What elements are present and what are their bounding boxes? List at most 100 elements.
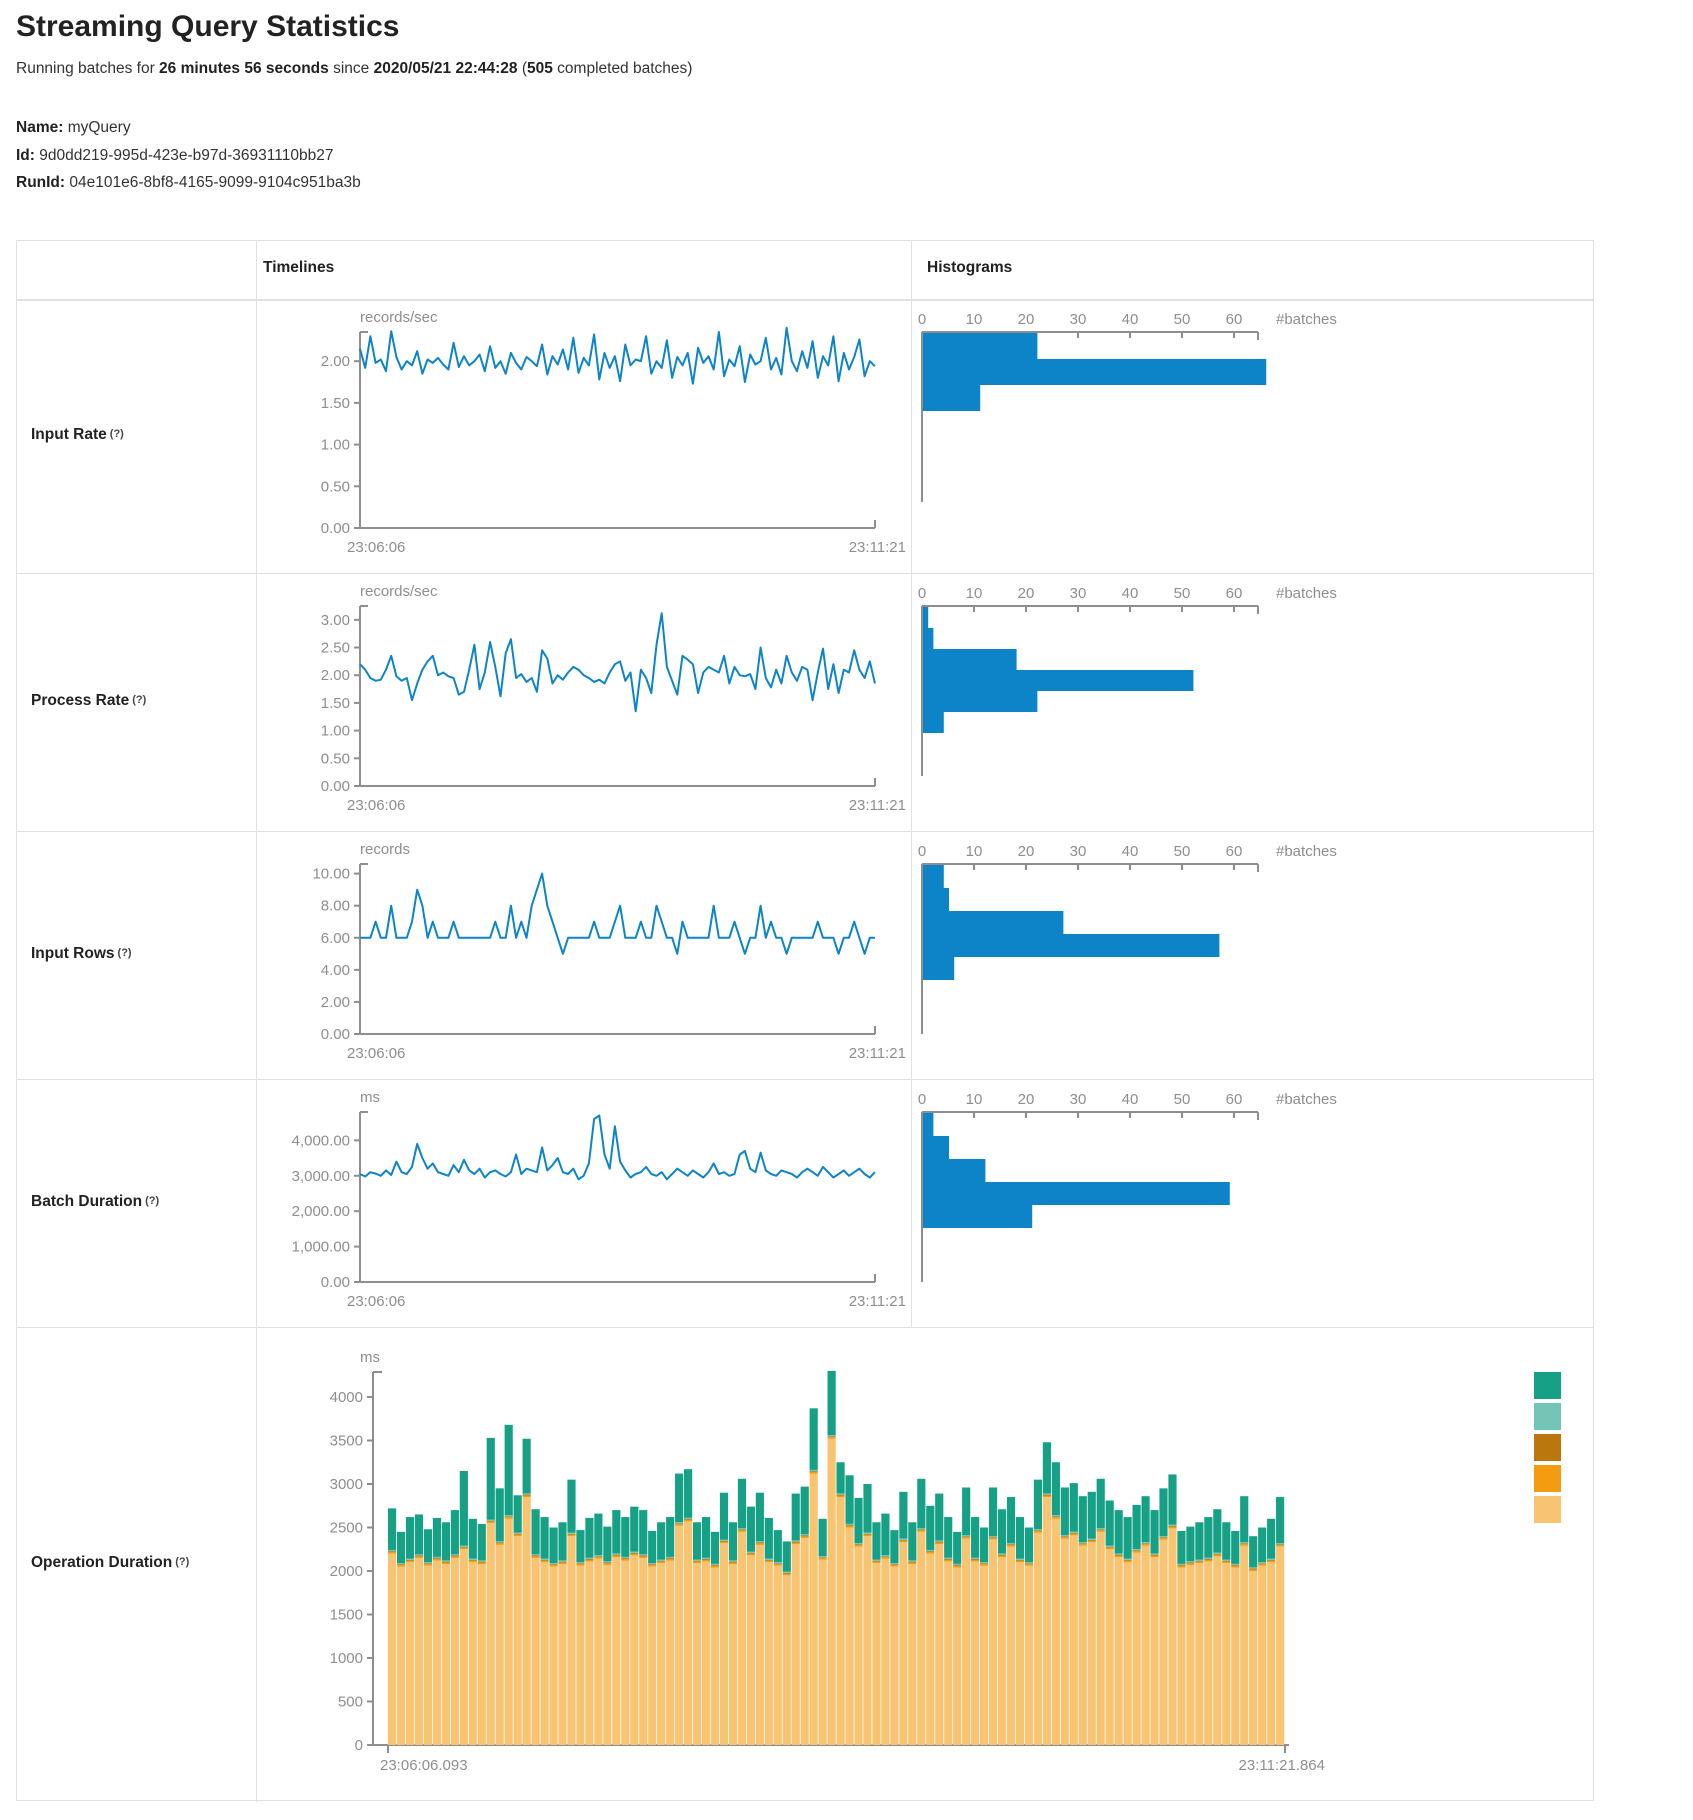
svg-text:2.00: 2.00 xyxy=(321,994,350,1011)
svg-text:40: 40 xyxy=(1122,1091,1139,1108)
operation-duration-row-label: Operation Duration (?) xyxy=(17,1326,254,1800)
svg-text:20: 20 xyxy=(1018,843,1035,860)
svg-text:2,000.00: 2,000.00 xyxy=(292,1203,350,1220)
svg-text:1500: 1500 xyxy=(330,1607,363,1624)
operation-legend-swatch xyxy=(1534,1372,1561,1399)
operation-duration-svg: ms 4000 3500 3000 2500 2000 1500 1000 500 0 23:06:… xyxy=(330,1349,1561,1774)
input-rate-help-hint[interactable]: (?) xyxy=(109,428,124,440)
svg-text:1000: 1000 xyxy=(330,1650,363,1667)
svg-text:1,000.00: 1,000.00 xyxy=(292,1239,350,1256)
svg-text:1.00: 1.00 xyxy=(321,437,350,454)
input_rate-timeline-svg: records/sec 2.00 1.50 1.00 0.50 0.00 23:06:06 2… xyxy=(321,309,906,556)
batch_duration-histogram-svg: 0 10 20 30 40 50 60 #batches xyxy=(918,1091,1337,1282)
input-rows-label-text: Input Rows xyxy=(31,945,115,962)
svg-text:4.00: 4.00 xyxy=(321,962,350,979)
svg-text:23:06:06: 23:06:06 xyxy=(347,1293,405,1310)
svg-text:records: records xyxy=(360,841,410,858)
svg-text:2.00: 2.00 xyxy=(321,667,350,684)
row-divider-3 xyxy=(17,1079,1593,1080)
svg-text:0: 0 xyxy=(355,1737,363,1754)
svg-text:10.00: 10.00 xyxy=(312,866,350,883)
svg-text:records/sec: records/sec xyxy=(360,309,438,326)
input-rows-help-hint[interactable]: (?) xyxy=(117,947,132,959)
batch_duration-timeline-svg: ms 4,000.00 3,000.00 2,000.00 1,000.00 0.00 23… xyxy=(292,1089,906,1310)
svg-text:4000: 4000 xyxy=(330,1389,363,1406)
svg-text:records/sec: records/sec xyxy=(360,583,438,600)
svg-text:#batches: #batches xyxy=(1276,585,1337,602)
operation-legend-swatch xyxy=(1534,1465,1561,1492)
running-duration: 26 minutes 56 seconds xyxy=(159,60,329,77)
svg-text:1.50: 1.50 xyxy=(321,695,350,712)
svg-text:0.50: 0.50 xyxy=(321,750,350,767)
batch-duration-label-text: Batch Duration xyxy=(31,1193,143,1210)
summary-prefix: Running batches for xyxy=(16,60,160,77)
input-rate-row-label: Input Rate (?) xyxy=(17,298,254,572)
row-divider-1 xyxy=(17,573,1593,574)
runid-value: 04e101e6-8bf8-4165-9099-9104c951ba3b xyxy=(69,174,361,191)
label-column-divider xyxy=(256,241,257,1802)
svg-text:1.00: 1.00 xyxy=(321,723,350,740)
svg-text:#batches: #batches xyxy=(1276,311,1337,328)
operation-duration-help-hint[interactable]: (?) xyxy=(175,1556,190,1568)
svg-text:50: 50 xyxy=(1174,311,1191,328)
histograms-column-header: Histograms xyxy=(927,259,1013,276)
svg-text:2.50: 2.50 xyxy=(321,640,350,657)
query-name-line: Name: myQuery xyxy=(16,114,361,142)
input-rate-timeline-chart: records/sec 2.00 1.50 1.00 0.50 0.00 23:06:06 2… xyxy=(255,298,910,572)
svg-text:20: 20 xyxy=(1018,311,1035,328)
svg-text:3500: 3500 xyxy=(330,1433,363,1450)
timelines-column-header: Timelines xyxy=(263,259,335,276)
batch-duration-histogram-chart: 0 10 20 30 40 50 60 #batches xyxy=(910,1078,1594,1326)
svg-text:30: 30 xyxy=(1070,843,1087,860)
svg-text:#batches: #batches xyxy=(1276,843,1337,860)
name-label: Name: xyxy=(16,119,64,136)
svg-text:0: 0 xyxy=(918,1091,926,1108)
svg-text:#batches: #batches xyxy=(1276,1091,1337,1108)
svg-text:0.00: 0.00 xyxy=(321,1026,350,1043)
query-id-line: Id: 9d0dd219-995d-423e-b97d-36931110bb27 xyxy=(16,142,361,170)
svg-text:8.00: 8.00 xyxy=(321,898,350,915)
svg-text:23:11:21.864: 23:11:21.864 xyxy=(1239,1757,1325,1774)
svg-text:40: 40 xyxy=(1122,585,1139,602)
batch-duration-help-hint[interactable]: (?) xyxy=(145,1195,160,1207)
svg-text:60: 60 xyxy=(1226,585,1243,602)
svg-text:1.50: 1.50 xyxy=(321,395,350,412)
batch-duration-row-label: Batch Duration (?) xyxy=(17,1078,254,1326)
svg-text:3.00: 3.00 xyxy=(321,612,350,629)
process_rate-timeline-svg: records/sec 3.00 2.50 2.00 1.50 1.00 0.50 0.00 2… xyxy=(321,583,906,814)
svg-text:40: 40 xyxy=(1122,843,1139,860)
svg-text:23:06:06: 23:06:06 xyxy=(347,539,405,556)
svg-text:0: 0 xyxy=(918,311,926,328)
svg-text:0.50: 0.50 xyxy=(321,478,350,495)
svg-text:50: 50 xyxy=(1174,843,1191,860)
batch-duration-timeline-chart: ms 4,000.00 3,000.00 2,000.00 1,000.00 0.00 23… xyxy=(255,1078,910,1326)
runid-label: RunId: xyxy=(16,174,66,191)
svg-text:50: 50 xyxy=(1174,585,1191,602)
row-divider-4 xyxy=(17,1327,1593,1328)
input-rows-timeline-chart: records 10.00 8.00 6.00 4.00 2.00 0.00 23:06:06… xyxy=(255,830,910,1078)
svg-text:40: 40 xyxy=(1122,311,1139,328)
svg-text:0.00: 0.00 xyxy=(321,1274,350,1291)
svg-text:6.00: 6.00 xyxy=(321,930,350,947)
svg-text:10: 10 xyxy=(966,311,983,328)
svg-text:2000: 2000 xyxy=(330,1563,363,1580)
svg-text:4,000.00: 4,000.00 xyxy=(292,1132,350,1149)
svg-text:30: 30 xyxy=(1070,311,1087,328)
input_rate-histogram-svg: 0 10 20 30 40 50 60 #batches xyxy=(918,311,1337,502)
process-rate-help-hint[interactable]: (?) xyxy=(132,694,147,706)
svg-text:20: 20 xyxy=(1018,585,1035,602)
svg-text:30: 30 xyxy=(1070,1091,1087,1108)
name-value: myQuery xyxy=(67,119,131,136)
query-runid-line: RunId: 04e101e6-8bf8-4165-9099-9104c951b… xyxy=(16,169,361,197)
svg-text:0.00: 0.00 xyxy=(321,520,350,537)
input-rows-histogram-chart: 0 10 20 30 40 50 60 #batches xyxy=(910,830,1594,1078)
operation-legend-swatch xyxy=(1534,1496,1561,1523)
completed-batches-count: 505 xyxy=(526,60,553,77)
svg-text:3,000.00: 3,000.00 xyxy=(292,1168,350,1185)
process-rate-label-text: Process Rate xyxy=(31,692,130,709)
row-divider-2 xyxy=(17,831,1593,832)
svg-text:23:11:21: 23:11:21 xyxy=(849,797,906,814)
process_rate-histogram-svg: 0 10 20 30 40 50 60 #batches xyxy=(918,585,1337,776)
svg-text:60: 60 xyxy=(1226,311,1243,328)
svg-text:50: 50 xyxy=(1174,1091,1191,1108)
